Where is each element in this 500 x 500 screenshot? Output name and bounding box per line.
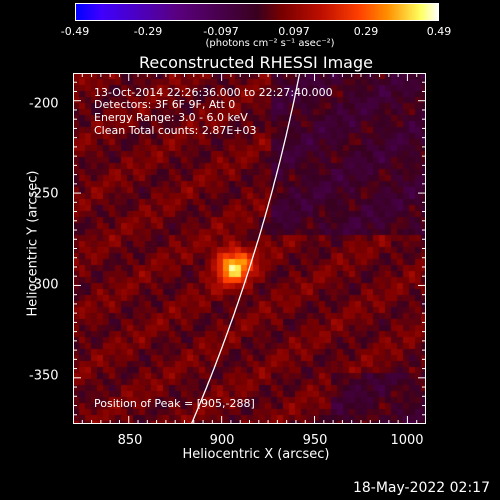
chart-title: Reconstructed RHESSI Image	[139, 53, 373, 72]
plot-overlay	[73, 73, 426, 424]
y-tick-label: -350	[29, 368, 59, 384]
colorbar	[75, 3, 439, 21]
colorbar-tick: 0.29	[353, 25, 379, 38]
colorbar-frame	[75, 3, 439, 21]
colorbar-tick: -0.29	[133, 25, 163, 38]
x-tick-label: 850	[117, 433, 143, 448]
x-tick-label: 950	[302, 433, 328, 448]
x-axis-label: Heliocentric X (arcsec)	[182, 447, 330, 462]
annotation-detectors: Detectors: 3F 6F 9F, Att 0	[94, 98, 236, 111]
y-axis-label: Heliocentric Y (arcsec)	[25, 170, 41, 317]
annotation-date: 13-Oct-2014 22:26:36.000 to 22:27:40.000	[94, 86, 333, 99]
y-tick-label: -300	[29, 277, 59, 293]
colorbar-tick: -0.097	[203, 25, 239, 38]
colorbar-tick: 0.49	[426, 25, 452, 38]
y-tick-label: -250	[29, 186, 59, 202]
plot-area	[73, 73, 426, 424]
footer-date: 18-May-2022 02:17	[352, 480, 490, 496]
colorbar-tick: -0.49	[60, 25, 90, 38]
y-tick-label: -200	[29, 96, 59, 112]
annotation-energy: Energy Range: 3.0 - 6.0 keV	[94, 111, 248, 124]
x-tick-label: 900	[209, 433, 235, 448]
x-tick-label: 1000	[390, 433, 424, 448]
solar-limb-line	[190, 73, 301, 424]
heatmap-image	[73, 73, 426, 424]
colorbar-tick: 0.097	[278, 25, 310, 38]
annotation-clean: Clean Total counts: 2.87E+03	[94, 124, 257, 137]
colorbar-unit: (photons cm⁻² s⁻¹ asec⁻²)	[205, 38, 335, 49]
annotation-peak: Position of Peak = [905,-288]	[94, 397, 255, 410]
